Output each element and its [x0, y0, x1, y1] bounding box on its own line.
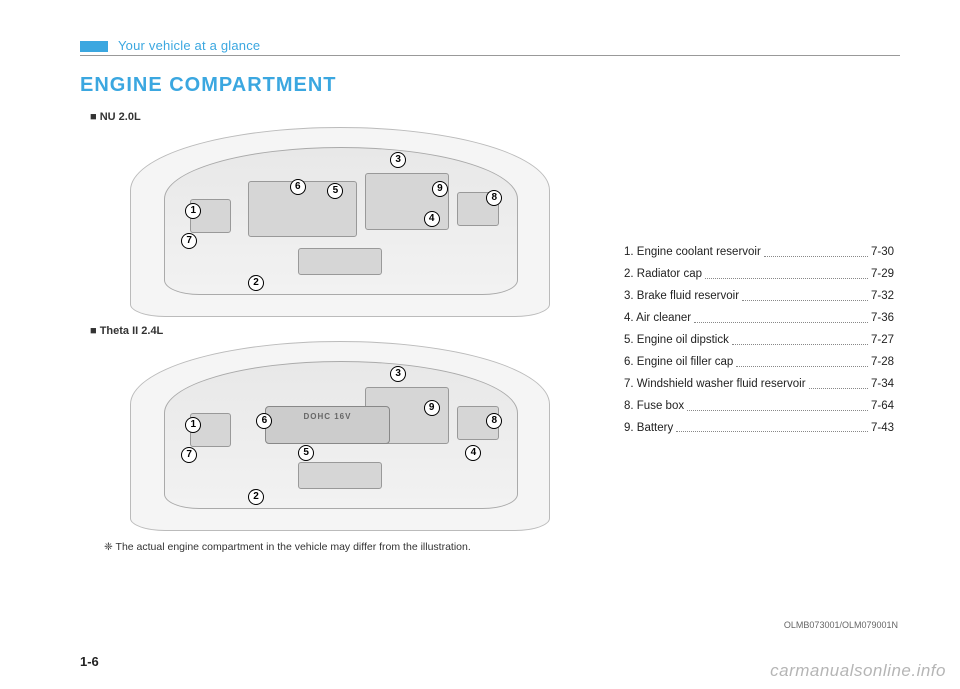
- callout-3: 3: [390, 152, 406, 168]
- legend-item: 6. Engine oil filler cap 7-28: [624, 355, 894, 370]
- section-label: Your vehicle at a glance: [118, 38, 260, 53]
- legend-item: 5. Engine oil dipstick 7-27: [624, 333, 894, 348]
- legend-label: 5. Engine oil dipstick: [624, 333, 729, 348]
- legend-label: 8. Fuse box: [624, 399, 684, 414]
- legend-item: 8. Fuse box 7-64: [624, 399, 894, 414]
- legend-dots: [694, 311, 868, 323]
- legend-label: 3. Brake fluid reservoir: [624, 289, 739, 304]
- legend-dots: [764, 245, 868, 257]
- callout-9: 9: [424, 400, 440, 416]
- legend-item: 2. Radiator cap 7-29: [624, 267, 894, 282]
- callout-2: 2: [248, 489, 264, 505]
- dohc-label: DOHC 16V: [265, 406, 390, 444]
- legend-item: 4. Air cleaner 7-36: [624, 311, 894, 326]
- legend-column: 1. Engine coolant reservoir 7-30 2. Radia…: [624, 107, 894, 553]
- page-number: 1-6: [80, 654, 99, 669]
- figure-label: NU 2.0L: [90, 111, 600, 123]
- callout-7: 7: [181, 447, 197, 463]
- callout-2: 2: [248, 275, 264, 291]
- engine-diagram-nu: 123456789: [130, 127, 550, 317]
- legend-label: 9. Battery: [624, 421, 673, 436]
- callout-6: 6: [290, 179, 306, 195]
- legend-page-ref: 7-28: [871, 355, 894, 370]
- legend-dots: [736, 355, 868, 367]
- legend-label: 6. Engine oil filler cap: [624, 355, 733, 370]
- watermark: carmanualsonline.info: [770, 661, 946, 681]
- legend-item: 7. Windshield washer fluid reservoir 7-3…: [624, 377, 894, 392]
- callout-3: 3: [390, 366, 406, 382]
- callout-5: 5: [327, 183, 343, 199]
- callout-4: 4: [424, 211, 440, 227]
- figure-label: Theta II 2.4L: [90, 325, 600, 337]
- page-title: ENGINE COMPARTMENT: [80, 74, 900, 97]
- legend-page-ref: 7-43: [871, 421, 894, 436]
- callout-9: 9: [432, 181, 448, 197]
- legend-dots: [705, 267, 868, 279]
- legend-label: 7. Windshield washer fluid reservoir: [624, 377, 806, 392]
- legend-page-ref: 7-29: [871, 267, 894, 282]
- legend-page-ref: 7-30: [871, 245, 894, 260]
- legend-item: 9. Battery 7-43: [624, 421, 894, 436]
- callout-5: 5: [298, 445, 314, 461]
- callout-7: 7: [181, 233, 197, 249]
- legend-item: 1. Engine coolant reservoir 7-30: [624, 245, 894, 260]
- legend-page-ref: 7-64: [871, 399, 894, 414]
- legend-label: 4. Air cleaner: [624, 311, 691, 326]
- content-row: NU 2.0L 123456789 Theta II 2.4L DOHC 16V…: [80, 107, 900, 553]
- legend-dots: [732, 333, 868, 345]
- legend-page-ref: 7-34: [871, 377, 894, 392]
- legend-page-ref: 7-27: [871, 333, 894, 348]
- legend-item: 3. Brake fluid reservoir 7-32: [624, 289, 894, 304]
- legend-label: 1. Engine coolant reservoir: [624, 245, 761, 260]
- figures-column: NU 2.0L 123456789 Theta II 2.4L DOHC 16V…: [80, 107, 600, 553]
- legend-page-ref: 7-36: [871, 311, 894, 326]
- header-rule: Your vehicle at a glance: [80, 38, 900, 56]
- legend-label: 2. Radiator cap: [624, 267, 702, 282]
- engine-diagram-theta: DOHC 16V 123456789: [130, 341, 550, 531]
- header-accent-bar: [80, 41, 108, 52]
- callout-4: 4: [465, 445, 481, 461]
- figure-block-nu: NU 2.0L 123456789: [80, 111, 600, 317]
- legend-dots: [676, 421, 868, 433]
- reference-code: OLMB073001/OLM079001N: [784, 620, 898, 630]
- figure-block-theta: Theta II 2.4L DOHC 16V 123456789: [80, 325, 600, 531]
- legend-dots: [742, 289, 868, 301]
- callout-8: 8: [486, 413, 502, 429]
- figure-note: The actual engine compartment in the veh…: [104, 541, 600, 553]
- legend-dots: [809, 377, 868, 389]
- legend-dots: [687, 399, 868, 411]
- legend-page-ref: 7-32: [871, 289, 894, 304]
- manual-page: Your vehicle at a glance ENGINE COMPARTM…: [0, 0, 960, 553]
- callout-8: 8: [486, 190, 502, 206]
